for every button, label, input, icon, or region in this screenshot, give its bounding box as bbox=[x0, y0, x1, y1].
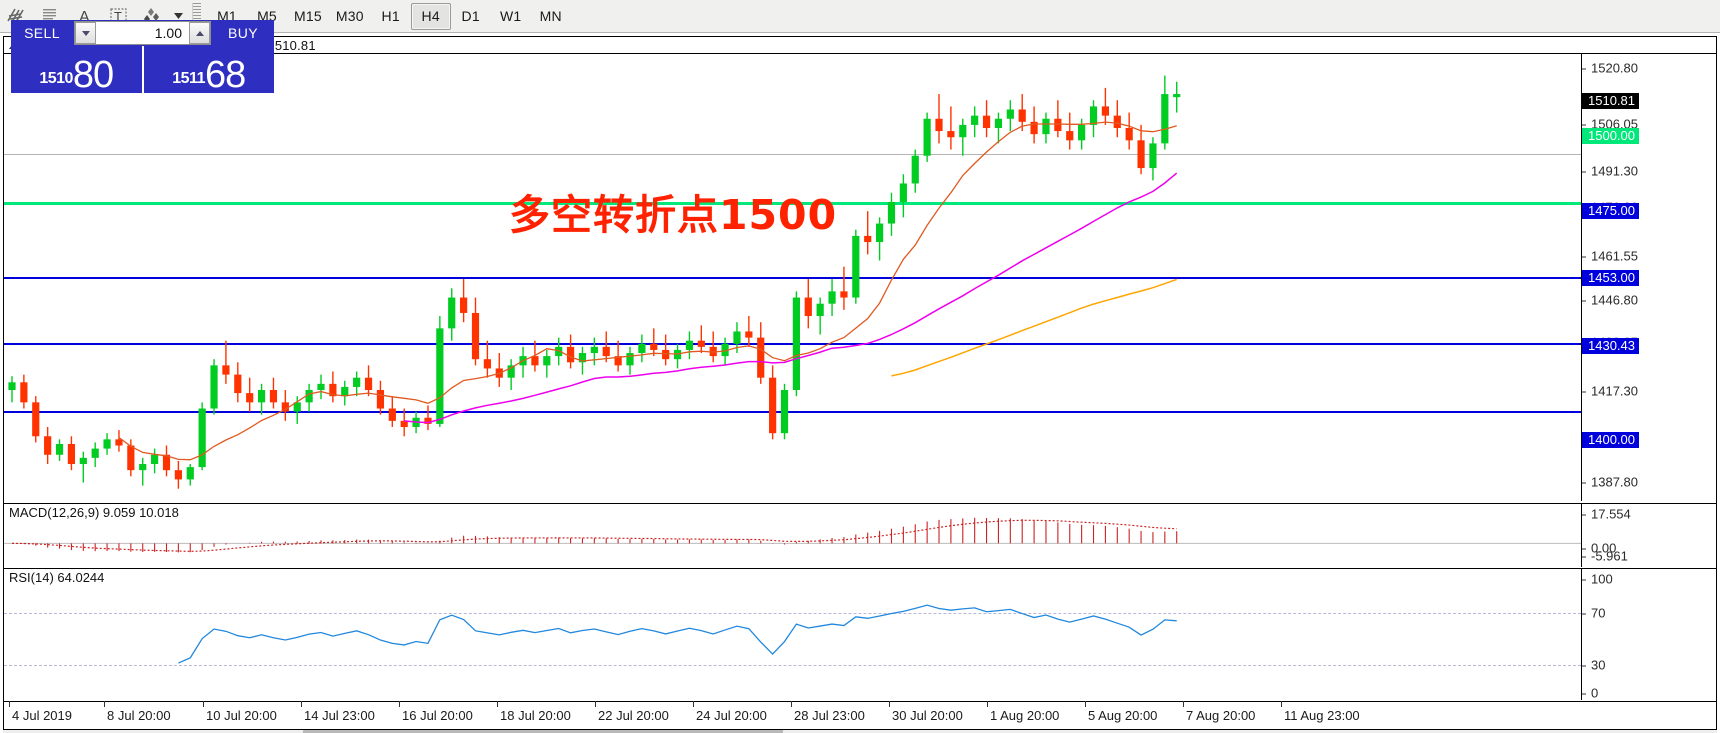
price-tick-current: 1510.81 bbox=[1582, 93, 1639, 109]
timeframe-h1[interactable]: H1 bbox=[381, 8, 400, 24]
rsi-oversold-line bbox=[4, 665, 1581, 666]
rsi-plot[interactable] bbox=[4, 569, 1581, 700]
rsi-tick-0: 0 bbox=[1582, 686, 1598, 701]
buy-price-pips: 68 bbox=[204, 53, 246, 96]
price-pane: 多空转折点1500 1520.80 1510.81 1506.05 1500.0… bbox=[4, 54, 1716, 501]
volume-stepper[interactable]: 1.00 bbox=[74, 21, 211, 45]
time-tick-11: 5 Aug 20:00 bbox=[1084, 701, 1158, 723]
timeframe-m30[interactable]: M30 bbox=[335, 8, 364, 24]
horizontal-scrollbar[interactable] bbox=[3, 730, 1717, 733]
time-tick-9: 30 Jul 20:00 bbox=[889, 701, 963, 723]
objects-icon[interactable] bbox=[136, 1, 170, 32]
time-tick-12: 7 Aug 20:00 bbox=[1182, 701, 1256, 723]
time-tick-3: 14 Jul 23:00 bbox=[301, 701, 375, 723]
time-tick-0: 4 Jul 2019 bbox=[9, 701, 72, 723]
price-tick-1387: 1387.80 bbox=[1582, 475, 1638, 490]
macd-tick-max: 17.554 bbox=[1582, 507, 1631, 522]
price-axis[interactable]: 1520.80 1510.81 1506.05 1500.00 1491.30 … bbox=[1581, 54, 1716, 501]
scrollbar-thumb[interactable] bbox=[303, 730, 783, 733]
volume-input[interactable]: 1.00 bbox=[154, 25, 182, 41]
level-line-grey bbox=[4, 154, 1581, 155]
price-tick-1430: 1430.43 bbox=[1582, 338, 1639, 354]
sell-label: SELL bbox=[11, 20, 73, 46]
volume-decrement-button[interactable] bbox=[75, 22, 96, 44]
macd-series bbox=[4, 517, 1581, 553]
buy-label: BUY bbox=[212, 20, 274, 46]
sell-button[interactable]: 1510 80 bbox=[11, 46, 142, 96]
time-tick-10: 1 Aug 20:00 bbox=[986, 701, 1060, 723]
macd-tick-zero: 0.00 bbox=[1582, 541, 1616, 556]
time-tick-13: 11 Aug 23:00 bbox=[1281, 701, 1360, 723]
level-line-1475 bbox=[4, 277, 1581, 279]
sell-price-prefix: 1510 bbox=[39, 70, 73, 87]
time-tick-7: 24 Jul 20:00 bbox=[693, 701, 767, 723]
price-tick-1506: 1506.05 bbox=[1582, 117, 1638, 132]
rsi-pane: RSI(14) 64.0244 100 70 30 0 bbox=[4, 568, 1716, 701]
chart-window: XAUUSD-,H4 1511.82 1513.09 1510.69 1510.… bbox=[3, 36, 1717, 730]
main-toolbar: E F A T bbox=[0, 0, 1720, 33]
svg-text:T: T bbox=[114, 9, 122, 24]
chart-annotation-text: 多空转折点1500 bbox=[509, 191, 838, 239]
level-line-1453 bbox=[4, 343, 1581, 345]
time-tick-4: 16 Jul 20:00 bbox=[399, 701, 473, 723]
rsi-axis[interactable]: 100 70 30 0 bbox=[1581, 569, 1716, 701]
svg-text:A: A bbox=[79, 9, 90, 26]
rsi-overbought-line bbox=[4, 613, 1581, 614]
timeframe-w1[interactable]: W1 bbox=[499, 8, 522, 24]
level-line-1430 bbox=[4, 411, 1581, 413]
price-tick-1520: 1520.80 bbox=[1582, 61, 1638, 76]
price-tick-1500: 1500.00 bbox=[1582, 128, 1639, 144]
time-tick-5: 18 Jul 20:00 bbox=[497, 701, 571, 723]
macd-plot[interactable] bbox=[4, 504, 1581, 567]
price-plot[interactable]: 多空转折点1500 bbox=[4, 54, 1581, 501]
rsi-tick-70: 70 bbox=[1582, 606, 1605, 621]
text-label-icon[interactable]: A bbox=[68, 1, 102, 32]
time-tick-8: 28 Jul 23:00 bbox=[791, 701, 865, 723]
price-tick-1453: 1453.00 bbox=[1582, 270, 1639, 286]
trade-panel-top-row: SELL 1.00 BUY bbox=[11, 20, 274, 46]
toolbar-separator bbox=[192, 3, 201, 29]
rsi-label: RSI(14) 64.0244 bbox=[9, 570, 105, 585]
candlestick-series bbox=[8, 75, 1181, 489]
macd-pane: MACD(12,26,9) 9.059 10.018 17.554 0.00 -… bbox=[4, 503, 1716, 567]
one-click-trading-panel: SELL 1.00 BUY 1510 80 1511 68 bbox=[11, 20, 274, 96]
trade-panel-price-row: 1510 80 1511 68 bbox=[11, 46, 274, 96]
price-tick-1491: 1491.30 bbox=[1582, 164, 1638, 179]
timeframe-mn[interactable]: MN bbox=[539, 8, 562, 24]
macd-axis[interactable]: 17.554 0.00 -5.961 bbox=[1581, 504, 1716, 567]
macd-tick-min: -5.961 bbox=[1582, 549, 1628, 564]
buy-button[interactable]: 1511 68 bbox=[141, 46, 274, 96]
price-tick-1475: 1475.00 bbox=[1582, 203, 1639, 219]
timeframe-m15[interactable]: M15 bbox=[294, 8, 322, 24]
price-tick-1417: 1417.30 bbox=[1582, 384, 1638, 399]
time-tick-6: 22 Jul 20:00 bbox=[595, 701, 669, 723]
level-line-1500 bbox=[4, 202, 1581, 205]
rsi-tick-30: 30 bbox=[1582, 658, 1605, 673]
volume-increment-button[interactable] bbox=[189, 22, 210, 44]
time-tick-2: 10 Jul 20:00 bbox=[203, 701, 277, 723]
time-tick-1: 8 Jul 20:00 bbox=[104, 701, 171, 723]
time-axis[interactable]: 4 Jul 2019 8 Jul 20:00 10 Jul 20:00 14 J… bbox=[4, 701, 1716, 730]
rsi-series bbox=[178, 604, 1177, 664]
objects-dropdown-caret-icon[interactable] bbox=[170, 1, 186, 32]
timeframe-h4[interactable]: H4 bbox=[410, 2, 451, 30]
macd-label: MACD(12,26,9) 9.059 10.018 bbox=[9, 505, 179, 520]
buy-price-prefix: 1511 bbox=[172, 70, 205, 87]
timeframe-d1[interactable]: D1 bbox=[461, 8, 480, 24]
price-tick-1446: 1446.80 bbox=[1582, 293, 1638, 308]
rsi-tick-100: 100 bbox=[1582, 572, 1613, 587]
price-tick-1461: 1461.55 bbox=[1582, 249, 1638, 264]
price-tick-1400: 1400.00 bbox=[1582, 432, 1639, 448]
sell-price-pips: 80 bbox=[72, 53, 114, 96]
